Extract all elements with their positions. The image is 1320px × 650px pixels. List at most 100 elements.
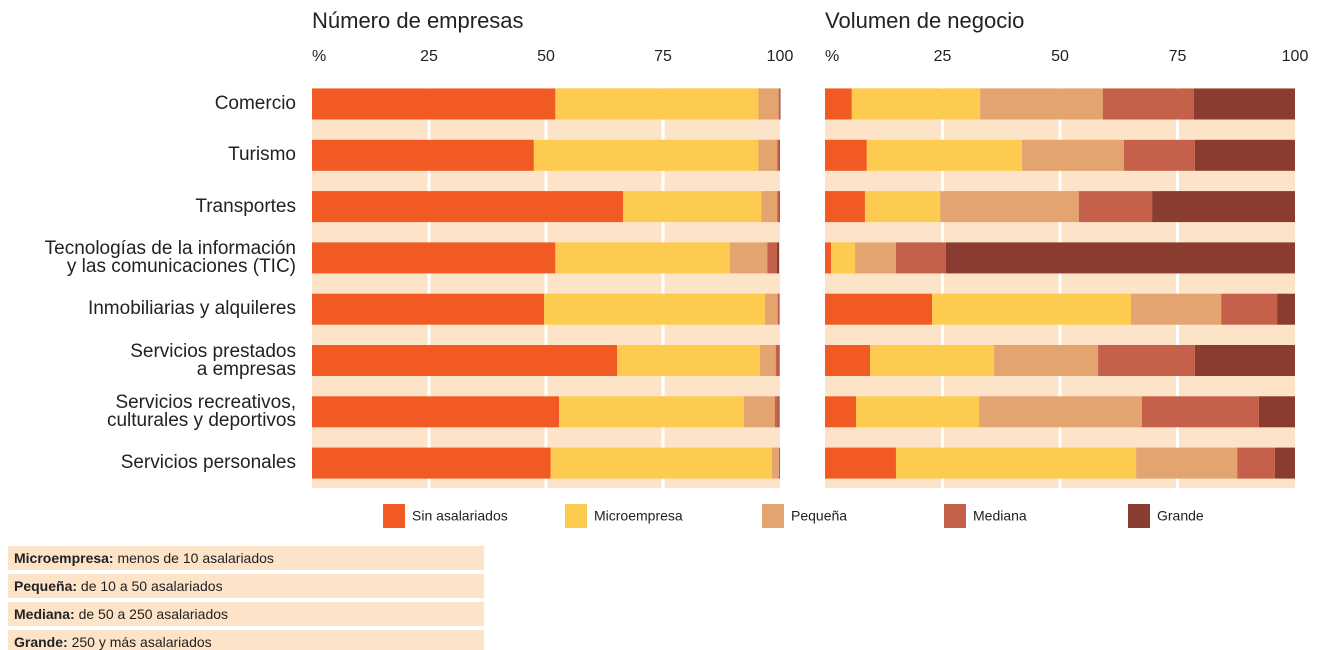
bar-segment bbox=[1277, 293, 1295, 325]
note: Pequeña: de 10 a 50 asalariados bbox=[8, 574, 484, 598]
legend-swatch bbox=[762, 504, 784, 528]
note-text: de 50 a 250 asalariados bbox=[78, 606, 229, 622]
bar-segment bbox=[743, 396, 775, 428]
x-tick-label: % bbox=[312, 48, 326, 65]
x-tick-label: 100 bbox=[767, 48, 794, 65]
bar-segment bbox=[994, 345, 1099, 376]
bar-segment bbox=[774, 396, 779, 428]
bar-segment bbox=[312, 293, 545, 325]
bar-segment bbox=[1078, 191, 1153, 223]
bar-segment bbox=[312, 345, 618, 376]
note-text: 250 y más asalariados bbox=[71, 634, 212, 650]
bar-segment bbox=[778, 88, 780, 120]
bar-segment bbox=[544, 293, 766, 325]
bar-segment bbox=[312, 396, 560, 428]
bar-segment bbox=[864, 191, 941, 223]
bar-segment bbox=[559, 396, 744, 428]
bar-segment bbox=[980, 88, 1103, 120]
bar-segment bbox=[312, 88, 556, 120]
bar-segment bbox=[761, 191, 778, 223]
legend-label: Microempresa bbox=[594, 508, 683, 524]
y-tick-label: Transportes bbox=[195, 195, 296, 217]
bar-segment bbox=[1021, 139, 1124, 171]
bar-segment bbox=[778, 396, 780, 428]
bar-segment bbox=[777, 191, 780, 223]
y-tick-label: Turismo bbox=[228, 144, 296, 166]
bar-segment bbox=[777, 293, 780, 325]
legend-swatch bbox=[565, 504, 587, 528]
bar-segment bbox=[729, 242, 768, 274]
bar-segment bbox=[856, 396, 980, 428]
bar-segment bbox=[1152, 191, 1295, 223]
bar-segment bbox=[623, 191, 762, 223]
bar-segment bbox=[825, 396, 857, 428]
y-tick-label: Servicios recreativos, culturales y depo… bbox=[106, 391, 296, 431]
bar-segment bbox=[758, 88, 779, 120]
legend-label: Grande bbox=[1157, 508, 1204, 524]
bar-segment bbox=[767, 242, 777, 274]
y-tick-label: Servicios prestados a empresas bbox=[130, 340, 296, 380]
note-term: Microempresa: bbox=[14, 550, 114, 566]
legend-label: Mediana bbox=[973, 508, 1027, 524]
x-tick-label: 100 bbox=[1282, 48, 1309, 65]
bar-segment bbox=[533, 139, 759, 171]
bar-segment bbox=[1130, 293, 1222, 325]
y-tick-label: Tecnologías de la información y las comu… bbox=[44, 237, 296, 277]
bar-segment bbox=[979, 396, 1142, 428]
bar-segment bbox=[940, 191, 1079, 223]
bar-segment bbox=[758, 139, 778, 171]
bar-segment bbox=[1221, 293, 1278, 325]
bar-segment bbox=[772, 447, 780, 479]
bar-segment bbox=[555, 88, 759, 120]
bar-segment bbox=[825, 242, 832, 274]
y-tick-label: Comercio bbox=[214, 93, 296, 114]
x-tick-label: 25 bbox=[934, 48, 952, 65]
bar-segment bbox=[831, 242, 856, 274]
y-tick-label: Servicios personales bbox=[120, 452, 296, 474]
bar-segment bbox=[825, 88, 852, 120]
bar-segment bbox=[825, 191, 865, 223]
note-term: Pequeña: bbox=[14, 578, 78, 594]
bar-segment bbox=[775, 345, 779, 376]
x-tick-label: 25 bbox=[420, 48, 438, 65]
bar-segment bbox=[895, 447, 1137, 479]
note: Microempresa: menos de 10 asalariados bbox=[8, 546, 484, 570]
bar-segment bbox=[1274, 447, 1295, 479]
bar-segment bbox=[1258, 396, 1295, 428]
bar-segment bbox=[550, 447, 773, 479]
chart-title: Volumen de negocio bbox=[825, 8, 1024, 33]
bar-segment bbox=[870, 345, 995, 376]
bar-segment bbox=[825, 139, 867, 171]
bar-segment bbox=[555, 242, 730, 274]
bar-segment bbox=[1098, 345, 1195, 376]
legend-swatch bbox=[1128, 504, 1150, 528]
bar-segment bbox=[312, 139, 534, 171]
bar-segment bbox=[945, 242, 1295, 274]
x-tick-label: 75 bbox=[654, 48, 672, 65]
legend-label: Sin asalariados bbox=[412, 508, 508, 524]
bar-segment bbox=[312, 447, 551, 479]
y-tick-label: Inmobiliarias y alquileres bbox=[87, 298, 296, 320]
note-text: menos de 10 asalariados bbox=[117, 550, 274, 566]
bar-segment bbox=[759, 345, 776, 376]
bar-segment bbox=[1141, 396, 1259, 428]
bar-segment bbox=[1123, 139, 1195, 171]
x-tick-label: 50 bbox=[537, 48, 555, 65]
bar-segment bbox=[778, 345, 780, 376]
bar-segment bbox=[312, 242, 556, 274]
bar-segment bbox=[1237, 447, 1275, 479]
bar-segment bbox=[312, 191, 624, 223]
note: Grande: 250 y más asalariados bbox=[8, 630, 484, 650]
legend-label: Pequeña bbox=[791, 508, 847, 524]
bar-segment bbox=[1102, 88, 1194, 120]
note-term: Grande: bbox=[14, 634, 68, 650]
note-term: Mediana: bbox=[14, 606, 75, 622]
bar-segment bbox=[825, 447, 896, 479]
chart-title: Número de empresas bbox=[312, 8, 524, 33]
note-text: de 10 a 50 asalariados bbox=[80, 578, 223, 594]
bar-segment bbox=[1136, 447, 1238, 479]
bar-segment bbox=[895, 242, 946, 274]
legend-swatch bbox=[383, 504, 405, 528]
